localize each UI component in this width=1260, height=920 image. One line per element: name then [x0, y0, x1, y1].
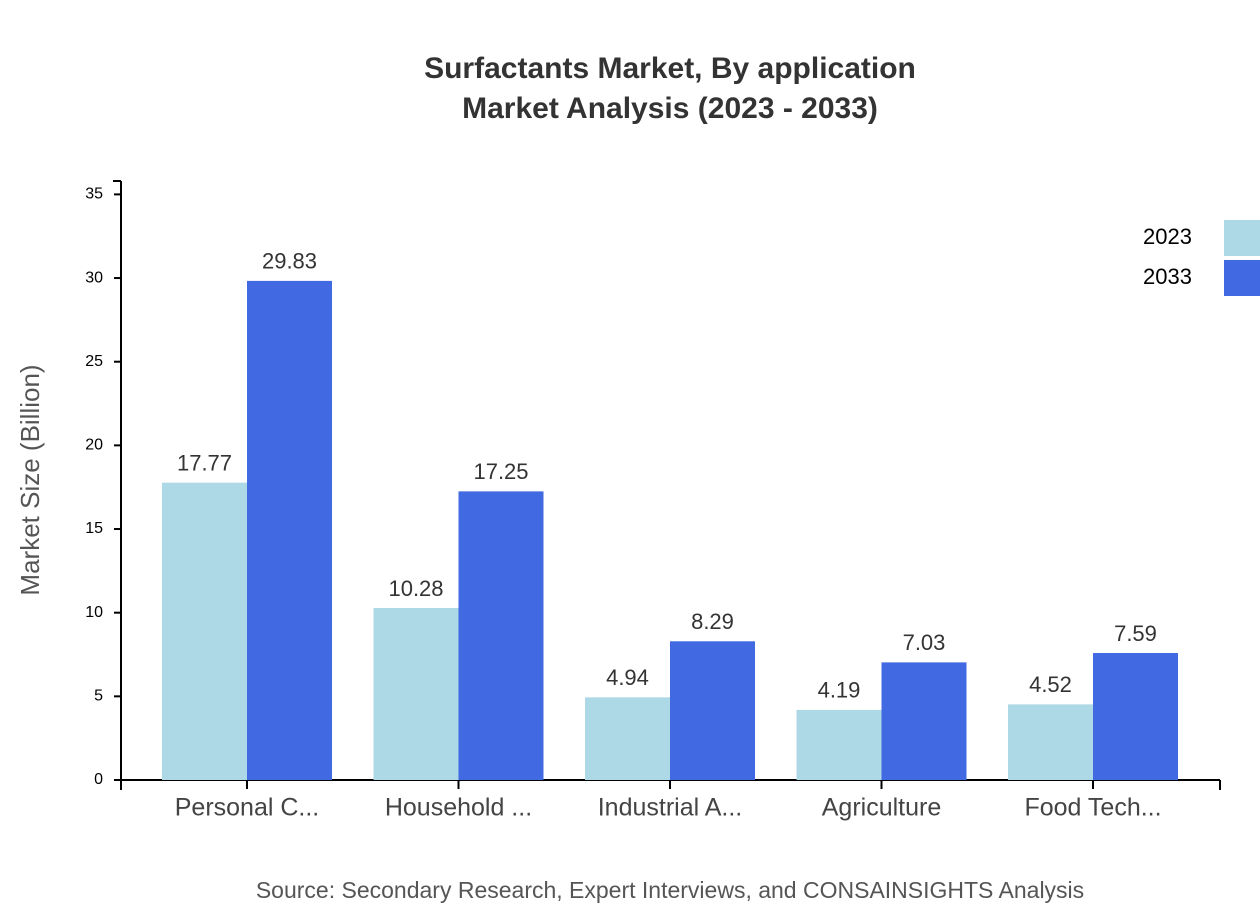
bar	[670, 641, 755, 780]
y-tick-label: 15	[85, 520, 103, 537]
x-tick-label: Agriculture	[822, 794, 942, 822]
value-label: 4.94	[606, 665, 649, 690]
y-tick-label: 0	[94, 771, 103, 788]
bar	[796, 709, 882, 780]
y-tick-label: 5	[94, 688, 103, 705]
legend-label: 2023	[1143, 224, 1192, 249]
value-label: 8.29	[691, 609, 734, 634]
legend-label: 2033	[1143, 264, 1192, 289]
bar	[881, 662, 967, 780]
y-tick-label: 20	[85, 437, 103, 454]
bar	[247, 280, 332, 780]
bar	[1093, 653, 1178, 780]
legend-swatch	[1224, 220, 1260, 256]
chart-subtitle: Market Analysis (2023 - 2033)	[462, 92, 878, 125]
y-axis-label: Market Size (Billion)	[15, 364, 45, 595]
y-tick-label: 35	[85, 186, 103, 203]
x-tick-label: Household ...	[385, 794, 532, 822]
value-label: 29.83	[262, 249, 317, 274]
value-label: 4.52	[1029, 672, 1072, 697]
value-label: 10.28	[388, 576, 443, 601]
source-note: Source: Secondary Research, Expert Inter…	[256, 877, 1084, 903]
bar	[1008, 704, 1093, 780]
chart-title: Surfactants Market, By application	[424, 52, 916, 85]
x-tick-label: Personal C...	[175, 794, 320, 822]
bar	[458, 491, 544, 780]
bar	[373, 607, 459, 780]
bar	[162, 482, 247, 780]
value-label: 17.77	[177, 450, 232, 475]
value-label: 17.25	[473, 459, 528, 484]
value-label: 7.59	[1114, 621, 1157, 646]
x-tick-label: Food Tech...	[1024, 794, 1161, 822]
bar	[585, 697, 670, 780]
y-tick-label: 30	[85, 269, 103, 286]
y-tick-label: 10	[85, 604, 103, 621]
value-label: 7.03	[903, 630, 946, 655]
y-tick-label: 25	[85, 353, 103, 370]
legend-swatch	[1224, 260, 1260, 296]
x-tick-label: Industrial A...	[598, 794, 743, 822]
value-label: 4.19	[818, 678, 861, 703]
